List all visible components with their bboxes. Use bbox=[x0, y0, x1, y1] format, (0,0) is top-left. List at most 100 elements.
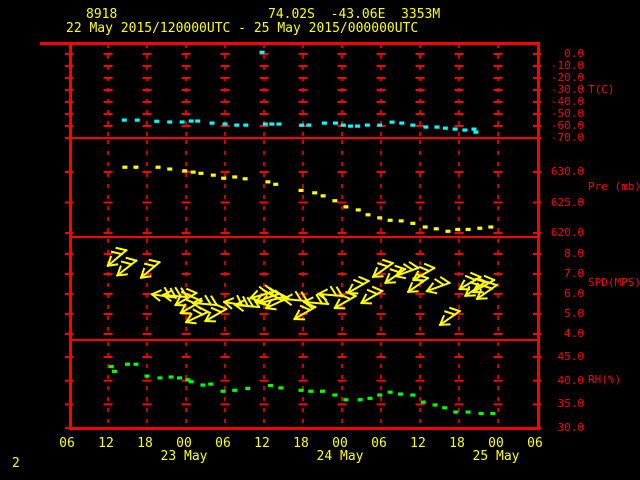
data-point-relative_humidity bbox=[298, 388, 304, 392]
wind-barb bbox=[174, 287, 198, 307]
y-tick-label-wind_speed: 8.0 bbox=[564, 247, 584, 260]
data-point-pressure bbox=[190, 170, 196, 174]
wind-barb bbox=[204, 303, 228, 323]
data-point-temperature bbox=[222, 122, 228, 126]
data-point-temperature bbox=[188, 119, 194, 123]
data-point-pressure bbox=[265, 180, 271, 184]
data-point-relative_humidity bbox=[357, 398, 363, 402]
data-point-relative_humidity bbox=[125, 362, 130, 366]
data-point-relative_humidity bbox=[367, 396, 373, 400]
x-hour-label: 12 bbox=[98, 436, 114, 451]
data-point-relative_humidity bbox=[168, 375, 174, 379]
data-point-pressure bbox=[488, 225, 494, 229]
wind-barb bbox=[191, 294, 219, 311]
data-point-pressure bbox=[477, 226, 483, 230]
wind-barb bbox=[161, 286, 189, 303]
data-point-relative_humidity bbox=[398, 392, 403, 396]
data-point-pressure bbox=[155, 165, 161, 169]
data-point-relative_humidity bbox=[278, 386, 284, 390]
wind-barb bbox=[139, 258, 161, 280]
page-number: 2 bbox=[12, 456, 20, 471]
data-point-temperature bbox=[121, 118, 127, 122]
wind-barb bbox=[184, 305, 210, 325]
y-tick-label-temperature: -50.0 bbox=[550, 107, 584, 120]
y-tick-label-wind_speed: 6.0 bbox=[564, 287, 584, 300]
data-point-relative_humidity bbox=[490, 411, 496, 416]
data-point-relative_humidity bbox=[108, 364, 114, 369]
data-point-relative_humidity bbox=[157, 376, 163, 380]
data-point-temperature bbox=[234, 123, 240, 127]
wind-barb bbox=[346, 275, 371, 295]
data-point-temperature bbox=[179, 120, 185, 124]
data-point-temperature bbox=[321, 121, 327, 125]
x-hour-label: 00 bbox=[176, 436, 192, 451]
data-point-temperature bbox=[473, 130, 479, 134]
data-point-pressure bbox=[298, 188, 304, 192]
data-point-relative_humidity bbox=[144, 374, 150, 378]
data-point-relative_humidity bbox=[232, 388, 238, 392]
wind-barb bbox=[360, 285, 384, 305]
y-tick-label-temperature: -10.0 bbox=[550, 59, 584, 72]
data-point-pressure bbox=[312, 191, 318, 195]
data-point-pressure bbox=[387, 218, 393, 222]
data-point-pressure bbox=[242, 177, 248, 181]
y-tick-label-humidity: 35.0 bbox=[557, 397, 585, 411]
data-point-pressure bbox=[398, 219, 404, 223]
y-tick-label-temperature: -70.0 bbox=[550, 131, 584, 144]
y-tick-label-wind_speed: 5.0 bbox=[564, 307, 584, 320]
data-point-pressure bbox=[232, 175, 238, 179]
data-point-relative_humidity bbox=[453, 410, 459, 414]
data-point-pressure bbox=[122, 165, 128, 169]
data-point-temperature bbox=[452, 127, 458, 131]
data-point-pressure bbox=[355, 208, 361, 212]
data-point-relative_humidity bbox=[188, 380, 194, 384]
y-tick-label-temperature: 0.0 bbox=[564, 47, 584, 60]
data-point-temperature bbox=[471, 127, 477, 131]
data-point-pressure bbox=[210, 173, 216, 177]
data-point-pressure bbox=[198, 171, 204, 175]
wind-barb bbox=[115, 256, 138, 277]
wind-barb bbox=[475, 280, 499, 301]
data-point-temperature bbox=[462, 128, 468, 132]
data-point-pressure bbox=[377, 216, 383, 220]
data-point-temperature bbox=[442, 126, 448, 130]
data-point-temperature bbox=[355, 124, 361, 128]
x-hour-label: 18 bbox=[449, 436, 465, 451]
title-underline bbox=[40, 42, 70, 45]
data-point-temperature bbox=[389, 120, 395, 124]
data-point-temperature bbox=[154, 119, 160, 123]
data-point-relative_humidity bbox=[320, 389, 325, 393]
wind-barb bbox=[293, 301, 317, 321]
data-point-pressure bbox=[221, 176, 227, 180]
wind-barb bbox=[425, 276, 451, 295]
data-point-temperature bbox=[333, 121, 338, 125]
x-hour-label: 06 bbox=[371, 436, 387, 451]
x-hour-label: 12 bbox=[410, 436, 426, 451]
data-point-temperature bbox=[259, 50, 265, 54]
wind-barb bbox=[106, 246, 128, 268]
data-point-pressure bbox=[167, 167, 173, 171]
panel-separator-3 bbox=[69, 339, 540, 341]
wind-barb bbox=[394, 261, 420, 280]
data-point-pressure bbox=[455, 227, 461, 232]
data-point-pressure bbox=[343, 205, 349, 209]
data-point-temperature bbox=[347, 124, 353, 128]
data-point-relative_humidity bbox=[208, 382, 214, 386]
y-tick-label-temperature: -20.0 bbox=[550, 71, 584, 84]
wind-barb bbox=[412, 262, 436, 282]
data-point-pressure bbox=[332, 199, 338, 203]
data-point-relative_humidity bbox=[465, 410, 471, 414]
axis-unit-label-humidity: RH(%) bbox=[588, 373, 622, 386]
data-point-temperature bbox=[410, 123, 416, 127]
data-point-pressure bbox=[422, 225, 428, 229]
data-point-relative_humidity bbox=[420, 400, 426, 404]
data-point-relative_humidity bbox=[308, 389, 314, 393]
data-point-relative_humidity bbox=[442, 406, 448, 410]
time-range-title: 22 May 2015/120000UTC - 25 May 2015/0000… bbox=[66, 21, 419, 36]
data-point-relative_humidity bbox=[387, 390, 393, 394]
data-point-temperature bbox=[377, 123, 383, 127]
y-tick-label-wind_speed: 4.0 bbox=[564, 327, 584, 340]
data-point-temperature bbox=[399, 121, 405, 125]
